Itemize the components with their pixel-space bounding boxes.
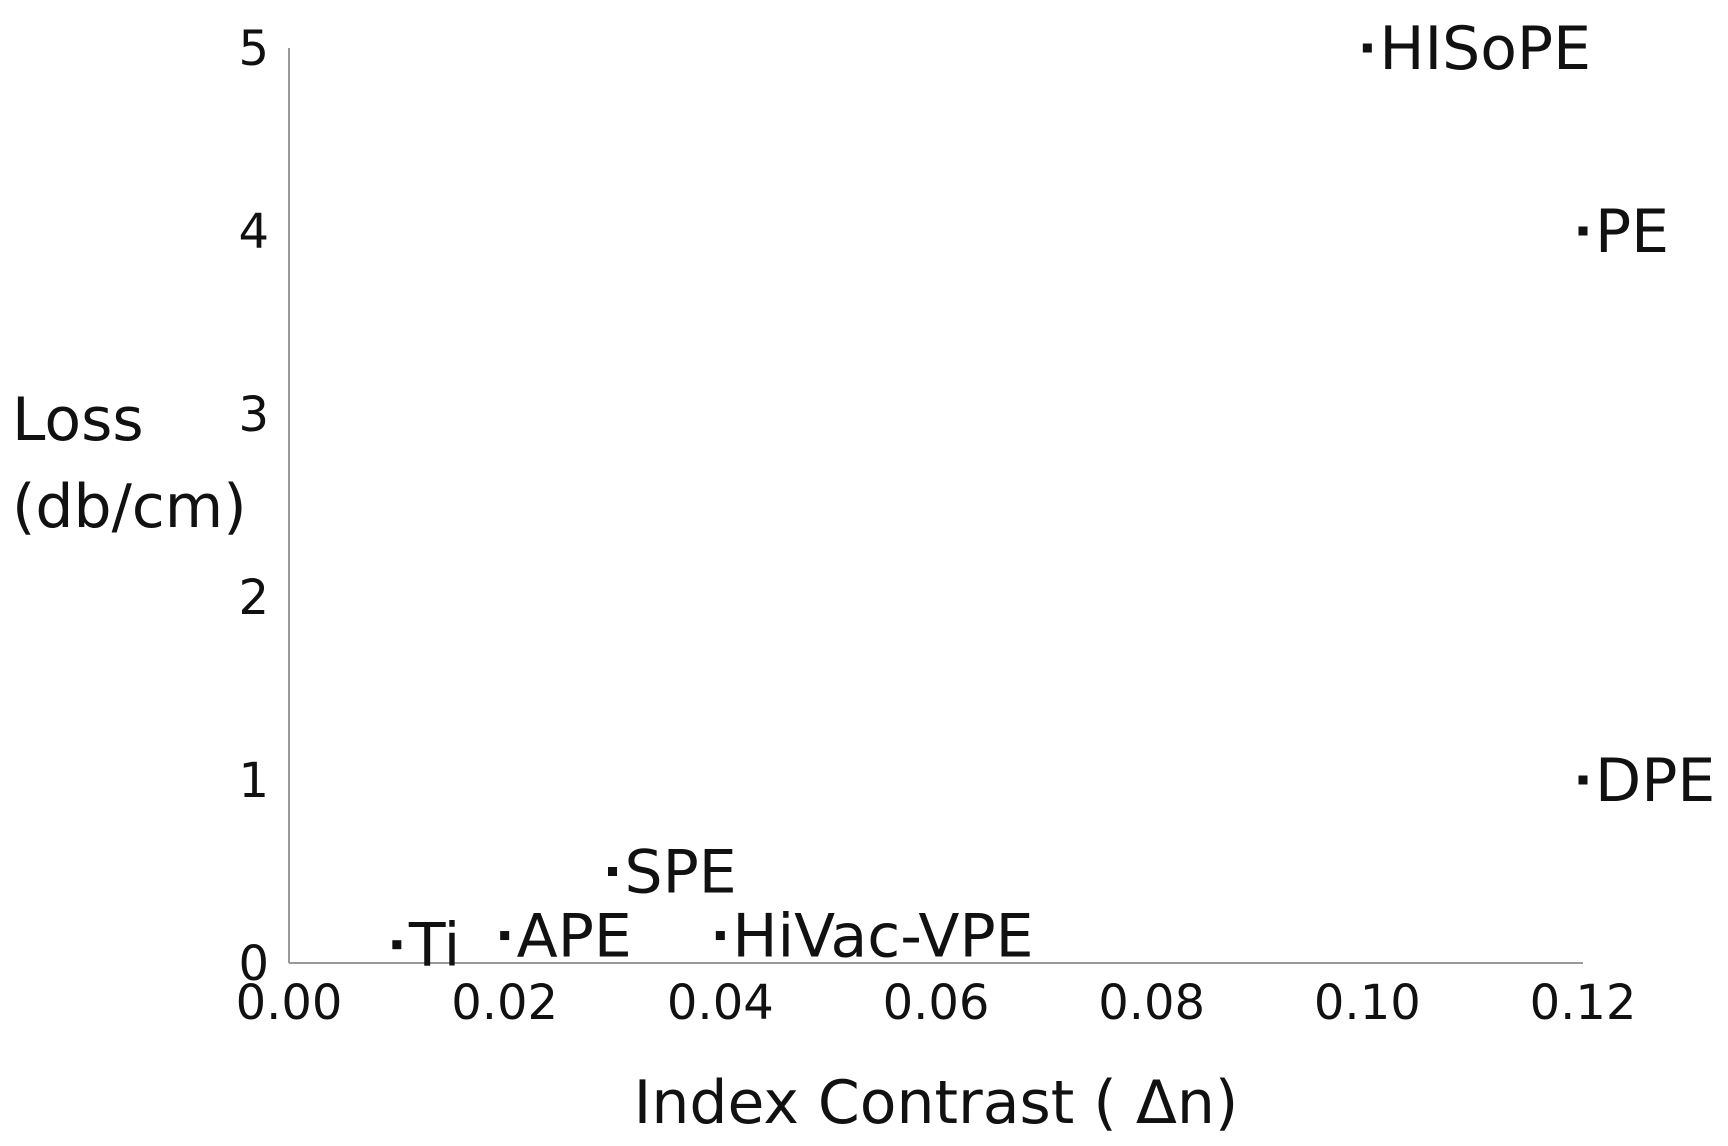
data-point-label: HiVac-VPE <box>732 902 1033 972</box>
y-axis-title-line-1: Loss <box>12 385 144 455</box>
x-tick-label: 0.02 <box>451 975 558 1031</box>
data-point-marker <box>1578 775 1588 785</box>
axes <box>288 48 1583 964</box>
y-tick-label: 4 <box>238 204 269 260</box>
y-tick-label: 5 <box>238 21 269 77</box>
y-tick-label: 3 <box>238 387 269 443</box>
data-point-marker <box>608 867 617 876</box>
y-tick-label: 2 <box>238 570 269 626</box>
y-tick-labels: 0 1 2 3 4 5 <box>238 21 269 992</box>
data-point-marker <box>500 931 510 941</box>
x-tick-label: 0.04 <box>667 975 774 1031</box>
data-point-marker <box>715 931 725 941</box>
data-point-marker <box>1362 43 1372 53</box>
data-point-label: PE <box>1595 197 1669 267</box>
x-tick-label: 0.00 <box>236 975 343 1031</box>
data-point-label: APE <box>517 902 632 972</box>
x-tick-label: 0.08 <box>1098 975 1205 1031</box>
x-tick-labels: 0.00 0.02 0.04 0.06 0.08 0.10 0.12 <box>236 975 1637 1031</box>
data-point-label: DPE <box>1595 746 1715 816</box>
data-point-label: HISoPE <box>1379 14 1591 84</box>
data-point-label: SPE <box>625 838 737 908</box>
y-tick-label: 0 <box>238 936 269 992</box>
x-tick-label: 0.12 <box>1530 975 1637 1031</box>
data-point-label: Ti <box>408 911 460 981</box>
y-axis-title-line-2: (db/cm) <box>12 472 247 542</box>
x-tick-label: 0.06 <box>883 975 990 1031</box>
y-tick-label: 1 <box>238 753 269 809</box>
data-point-marker <box>1578 226 1588 236</box>
x-axis-title: Index Contrast ( Δn) <box>634 1068 1239 1138</box>
data-point-marker <box>392 940 402 950</box>
y-axis-title: Loss (db/cm) <box>12 385 247 542</box>
x-tick-label: 0.10 <box>1314 975 1421 1031</box>
